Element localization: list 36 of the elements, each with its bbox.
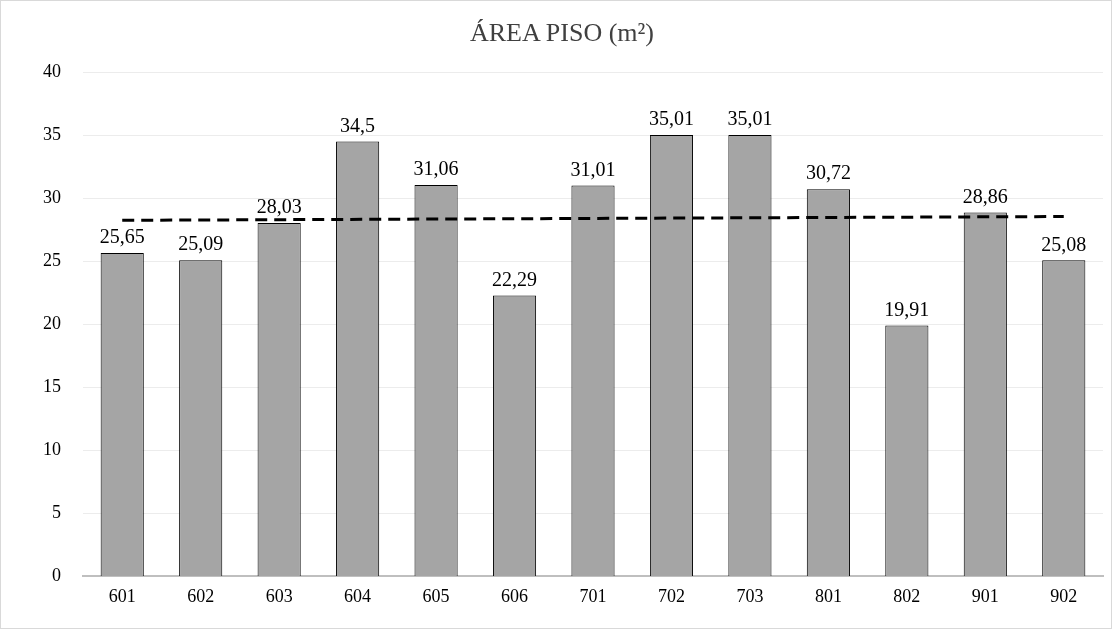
x-tick-label: 602 — [187, 585, 215, 606]
data-label: 22,29 — [492, 267, 538, 290]
data-label: 35,01 — [727, 107, 773, 130]
x-tick-label: 601 — [108, 585, 136, 606]
x-tick-label: 606 — [501, 585, 529, 606]
data-label: 30,72 — [805, 161, 851, 184]
x-tick-label: 801 — [814, 585, 842, 606]
x-tick-label: 603 — [265, 585, 293, 606]
y-tick-label: 25 — [43, 250, 61, 271]
x-tick-label: 604 — [344, 585, 372, 606]
y-tick-label: 5 — [52, 502, 61, 523]
data-label: 25,09 — [178, 232, 224, 255]
data-label: 19,91 — [884, 297, 930, 320]
data-label: 35,01 — [648, 107, 694, 130]
data-label: 28,86 — [962, 184, 1008, 207]
data-label: 31,06 — [413, 157, 459, 180]
x-tick-label: 701 — [579, 585, 607, 606]
x-tick-label: 902 — [1050, 585, 1078, 606]
y-tick-label: 35 — [43, 123, 61, 144]
chart-title: ÁREA PISO (m²) — [469, 18, 655, 48]
y-tick-label: 10 — [43, 439, 61, 460]
y-tick-label: 15 — [43, 376, 61, 397]
y-tick-label: 40 — [43, 60, 61, 81]
x-tick-label: 702 — [657, 585, 685, 606]
y-tick-label: 0 — [52, 565, 61, 586]
x-tick-label: 802 — [893, 585, 921, 606]
data-label: 25,08 — [1041, 232, 1087, 255]
y-tick-label: 30 — [43, 186, 61, 207]
y-tick-label: 20 — [43, 313, 61, 334]
data-label: 25,65 — [99, 225, 145, 248]
data-label: 28,03 — [256, 195, 302, 218]
x-tick-label: 703 — [736, 585, 764, 606]
x-tick-label: 901 — [971, 585, 999, 606]
data-label: 31,01 — [570, 157, 616, 180]
data-label: 34,5 — [340, 113, 376, 136]
x-tick-label: 605 — [422, 585, 450, 606]
